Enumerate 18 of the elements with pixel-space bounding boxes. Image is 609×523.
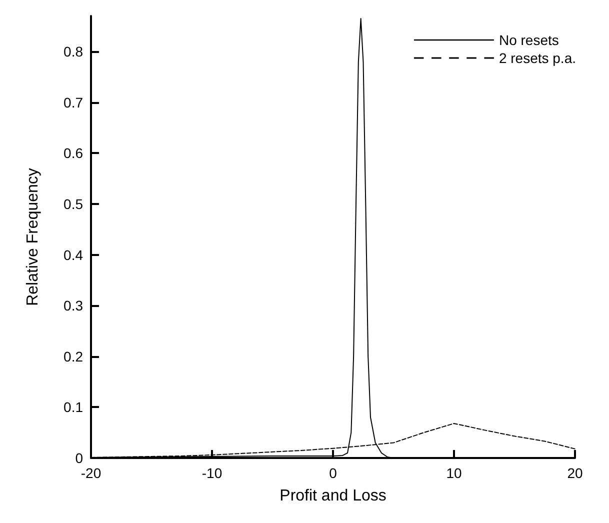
y-tick-label: 0.5 [64,196,84,212]
y-tick-label: 0.3 [64,298,84,314]
legend-label: 2 resets p.a. [498,50,576,66]
y-tick-label: 0.6 [64,145,84,162]
x-tick-label: 0 [329,465,338,481]
y-axis-title: Relative Frequency [24,168,42,306]
x-tick-label: 20 [567,465,583,481]
legend-label: No resets [498,32,559,48]
x-axis-title: Profit and Loss [280,488,386,504]
x-tick-label: 10 [446,465,462,481]
y-tick-label: 0.2 [64,348,84,364]
x-tick-label: -10 [202,465,222,481]
y-tick-label: 0.4 [64,246,84,263]
x-tick-label: -20 [80,465,102,481]
y-tick-label: 0.8 [64,44,84,60]
y-tick-label: 0 [75,450,84,466]
y-tick-label: 0.1 [64,399,84,416]
y-tick-label: 0.7 [64,94,84,110]
